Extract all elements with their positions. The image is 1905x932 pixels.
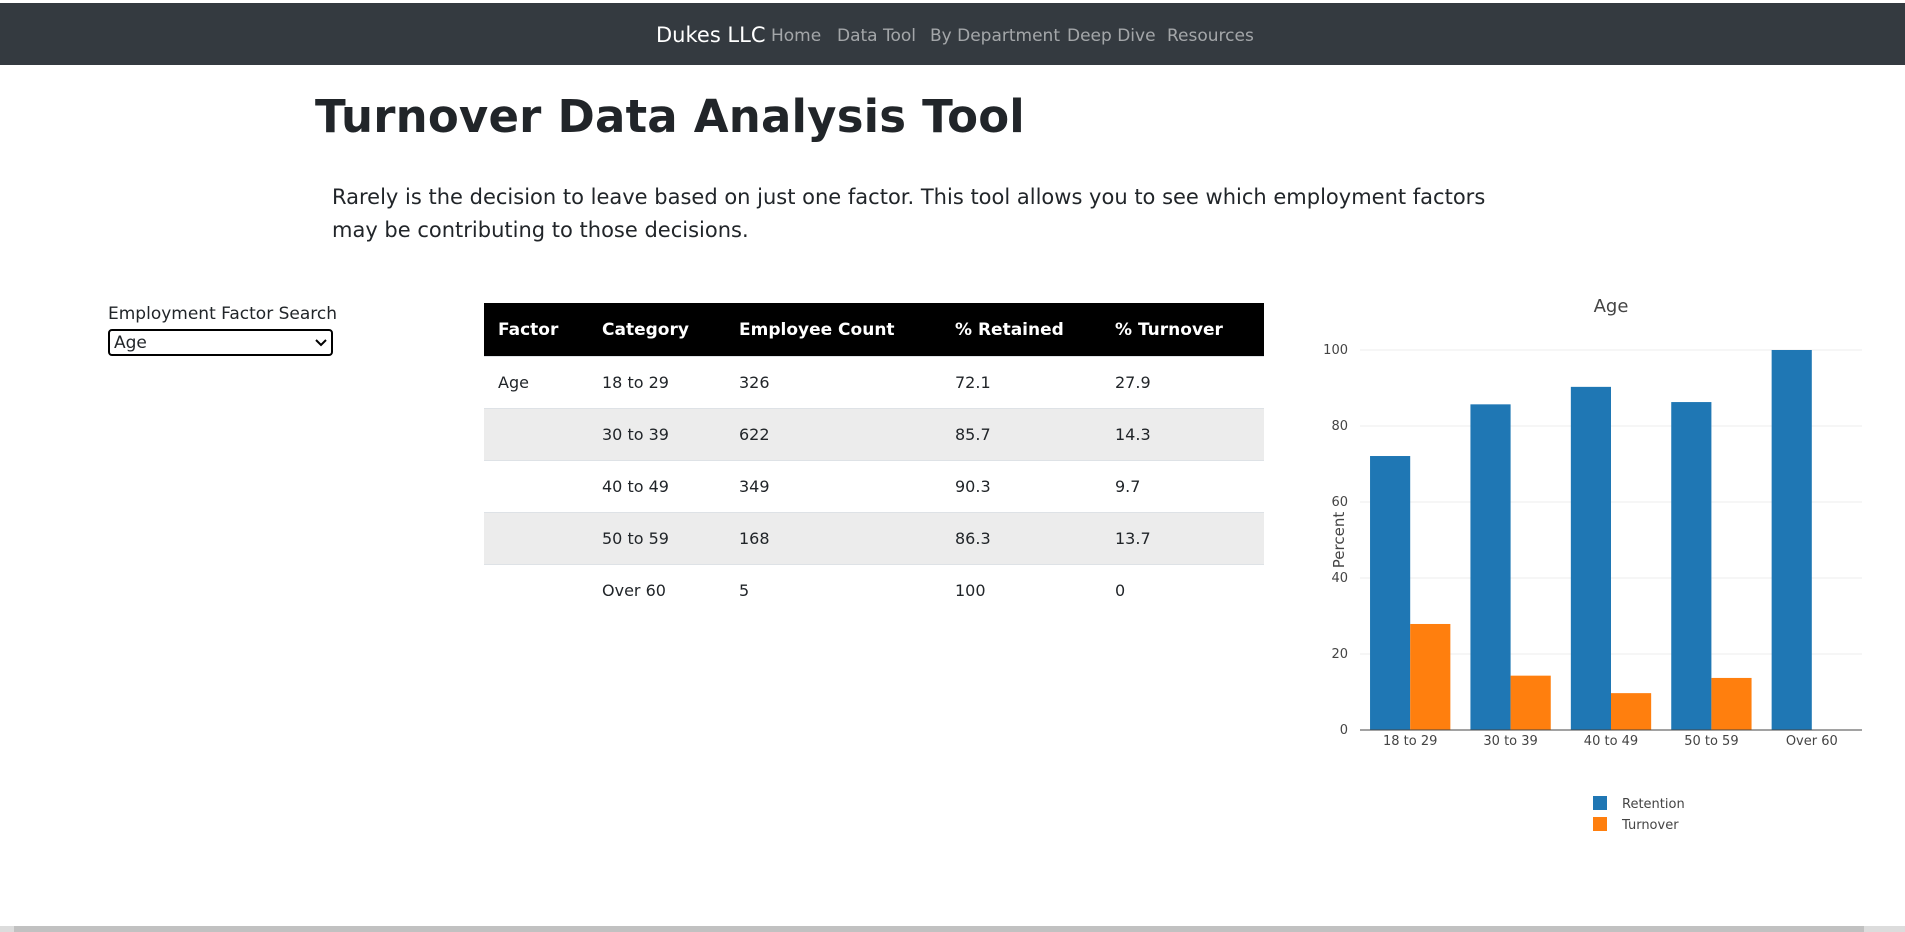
cell-turnover: 14.3 xyxy=(1101,408,1264,461)
cell-factor xyxy=(484,564,588,616)
cell-category: 50 to 59 xyxy=(588,512,725,565)
age-chart: Age 0 20 40 60 80 100 Percent 18 to 29 30 to 39 40… xyxy=(1320,290,1895,850)
chart-title: Age xyxy=(1594,296,1629,317)
cell-category: Over 60 xyxy=(588,564,725,616)
x-tick-label: 30 to 39 xyxy=(1483,734,1537,749)
y-tick-label: 40 xyxy=(1331,571,1348,586)
cell-category: 30 to 39 xyxy=(588,408,725,461)
table-header-row: Factor Category Employee Count % Retaine… xyxy=(484,303,1264,357)
y-tick-label: 80 xyxy=(1331,419,1348,434)
cell-turnover: 27.9 xyxy=(1101,356,1264,409)
page-title: Turnover Data Analysis Tool xyxy=(315,90,1025,143)
cell-employee-count: 168 xyxy=(725,512,941,565)
factor-table: Factor Category Employee Count % Retaine… xyxy=(484,303,1264,616)
cell-retained: 86.3 xyxy=(941,512,1101,565)
cell-retained: 85.7 xyxy=(941,408,1101,461)
nav-link-by-department[interactable]: By Department xyxy=(930,26,1060,46)
cell-factor xyxy=(484,460,588,513)
legend-label-turnover: Turnover xyxy=(1621,818,1679,833)
top-edge xyxy=(0,0,1905,3)
bar-retention xyxy=(1470,404,1511,730)
x-tick-label: 50 to 59 xyxy=(1684,734,1738,749)
intro-text: Rarely is the decision to leave based on… xyxy=(332,185,1486,242)
cell-retained: 72.1 xyxy=(941,356,1101,409)
nav-link-data-tool[interactable]: Data Tool xyxy=(837,26,917,46)
chart-svg: Age 0 20 40 60 80 100 Percent 18 to 29 30 to 39 40… xyxy=(1323,296,1862,833)
bar-turnover xyxy=(1510,675,1551,730)
table-row: Age 18 to 29 326 72.1 27.9 xyxy=(484,356,1264,409)
table-row: 30 to 39 622 85.7 14.3 xyxy=(484,408,1264,461)
chevron-down-icon xyxy=(315,339,327,347)
nav-link-deep-dive[interactable]: Deep Dive xyxy=(1067,26,1156,46)
navbar-brand[interactable]: Dukes LLC xyxy=(656,23,766,47)
legend-label-retention: Retention xyxy=(1622,797,1685,812)
y-tick-label: 100 xyxy=(1323,343,1348,358)
nav-link-home[interactable]: Home xyxy=(771,26,822,46)
bar-turnover xyxy=(1711,677,1752,730)
bar-retention xyxy=(1370,456,1411,730)
cell-turnover: 9.7 xyxy=(1101,460,1264,513)
y-tick-label: 0 xyxy=(1340,723,1348,738)
factor-search-select[interactable]: Age xyxy=(108,329,333,356)
nav-link-resources[interactable]: Resources xyxy=(1167,26,1254,46)
factor-search-label: Employment Factor Search xyxy=(108,304,337,324)
x-tick-label: 40 to 49 xyxy=(1584,734,1638,749)
cell-employee-count: 5 xyxy=(725,564,941,616)
cell-factor: Age xyxy=(484,356,588,409)
header-factor: Factor xyxy=(484,303,588,357)
header-category: Category xyxy=(588,303,725,357)
x-tick-label: 18 to 29 xyxy=(1383,734,1437,749)
cell-category: 18 to 29 xyxy=(588,356,725,409)
table-row: 40 to 49 349 90.3 9.7 xyxy=(484,460,1264,513)
cell-category: 40 to 49 xyxy=(588,460,725,513)
bar-turnover xyxy=(1611,693,1652,730)
header-retained: % Retained xyxy=(941,303,1101,357)
header-turnover: % Turnover xyxy=(1101,303,1264,357)
cell-turnover: 0 xyxy=(1101,564,1264,616)
y-tick-label: 60 xyxy=(1331,495,1348,510)
cell-retained: 100 xyxy=(941,564,1101,616)
bar-retention xyxy=(1671,402,1712,730)
horizontal-scrollbar-thumb[interactable] xyxy=(14,926,1864,932)
bar-retention xyxy=(1570,386,1611,730)
cell-employee-count: 622 xyxy=(725,408,941,461)
header-employee-count: Employee Count xyxy=(725,303,941,357)
cell-turnover: 13.7 xyxy=(1101,512,1264,565)
y-tick-label: 20 xyxy=(1331,647,1348,662)
cell-factor xyxy=(484,408,588,461)
legend-swatch-turnover xyxy=(1593,817,1607,831)
legend-swatch-retention xyxy=(1593,796,1607,810)
y-axis-label: Percent xyxy=(1330,512,1348,569)
factor-search-value: Age xyxy=(114,333,147,353)
table-row: Over 60 5 100 0 xyxy=(484,564,1264,616)
cell-employee-count: 349 xyxy=(725,460,941,513)
navbar: Dukes LLC Home Data Tool By Department D… xyxy=(0,3,1905,65)
bar-retention xyxy=(1771,350,1812,730)
bar-turnover xyxy=(1410,623,1451,730)
cell-employee-count: 326 xyxy=(725,356,941,409)
table-row: 50 to 59 168 86.3 13.7 xyxy=(484,512,1264,565)
x-tick-label: Over 60 xyxy=(1786,734,1838,749)
cell-factor xyxy=(484,512,588,565)
cell-retained: 90.3 xyxy=(941,460,1101,513)
